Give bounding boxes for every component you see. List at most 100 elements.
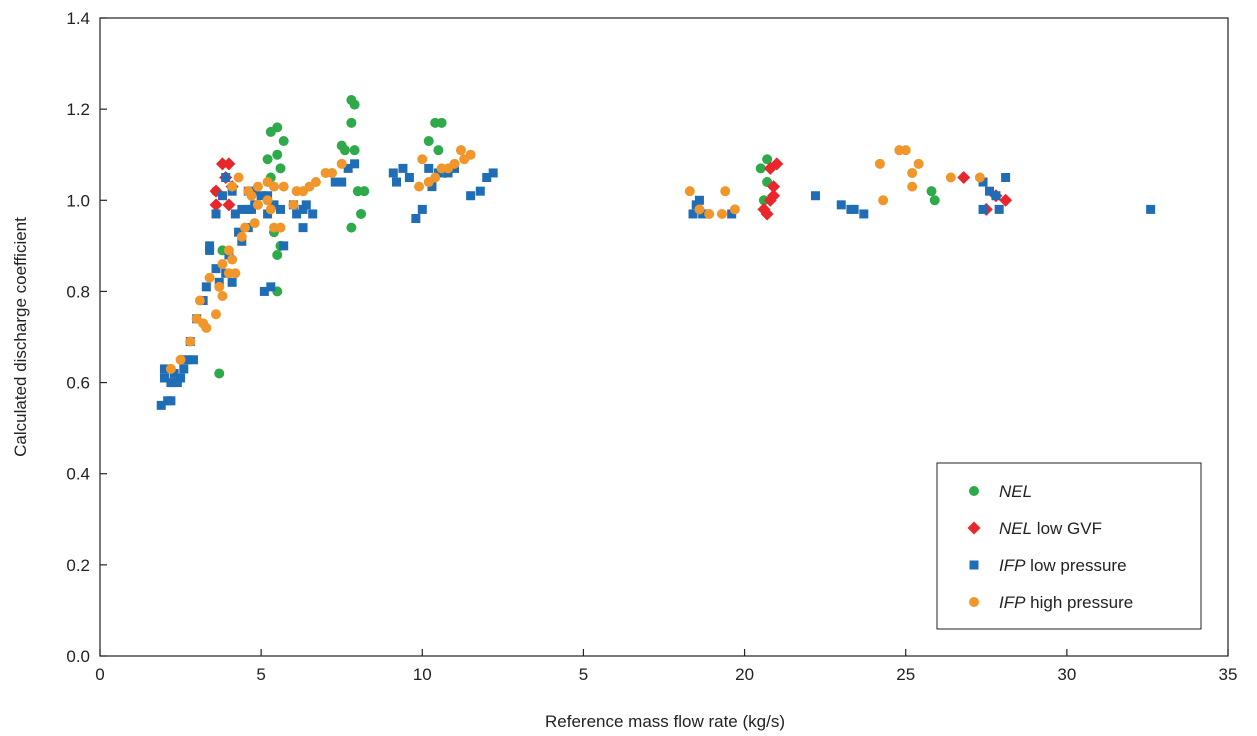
data-point xyxy=(760,207,774,221)
data-point xyxy=(417,204,427,214)
data-point xyxy=(269,222,280,233)
y-tick-label: 0.2 xyxy=(66,556,90,575)
x-tick-label: 5 xyxy=(256,665,265,684)
data-point xyxy=(308,209,318,219)
legend-box xyxy=(936,462,1202,630)
data-point xyxy=(194,295,205,306)
series-4-points xyxy=(165,145,985,374)
data-point xyxy=(455,145,466,156)
data-point xyxy=(211,309,222,320)
x-tick-label: 30 xyxy=(1057,665,1076,684)
data-point xyxy=(227,277,237,287)
x-tick-label: 10 xyxy=(413,665,432,684)
data-point xyxy=(259,286,269,296)
data-point xyxy=(292,209,302,219)
data-point xyxy=(349,99,360,110)
data-point xyxy=(234,227,244,237)
data-point xyxy=(179,364,189,374)
data-point xyxy=(430,172,441,183)
data-point xyxy=(214,281,225,292)
data-point xyxy=(488,168,498,178)
data-point xyxy=(230,209,240,219)
x-tick-label: 5 xyxy=(579,665,588,684)
data-point xyxy=(414,181,425,192)
data-point xyxy=(926,186,937,197)
y-tick-label: 1.4 xyxy=(66,9,90,28)
data-point xyxy=(172,378,182,388)
y-tick-label: 0.0 xyxy=(66,647,90,666)
data-point xyxy=(957,171,971,184)
data-point xyxy=(717,208,728,219)
data-point xyxy=(159,373,169,383)
data-point xyxy=(201,322,212,333)
data-point xyxy=(262,177,273,188)
legend-label: IFP high pressure xyxy=(999,593,1133,612)
data-point xyxy=(222,198,236,212)
data-point xyxy=(349,145,360,156)
data-point xyxy=(859,209,869,219)
data-point xyxy=(223,245,234,256)
data-point xyxy=(243,204,253,214)
data-point xyxy=(424,163,434,173)
data-point xyxy=(475,186,485,196)
data-point xyxy=(265,204,276,215)
data-point xyxy=(978,177,988,187)
legend-marker xyxy=(969,597,979,607)
data-point xyxy=(217,191,227,201)
data-point xyxy=(222,157,236,171)
data-point xyxy=(166,378,176,388)
legend-label-italic-part: NEL xyxy=(999,482,1032,501)
y-tick-label: 0.4 xyxy=(66,465,90,484)
data-point xyxy=(694,204,705,215)
y-tick-label: 1.0 xyxy=(66,191,90,210)
data-point xyxy=(217,259,228,270)
data-point xyxy=(214,368,225,379)
data-point xyxy=(182,355,192,365)
data-point xyxy=(159,364,169,374)
data-point xyxy=(275,163,286,174)
data-point xyxy=(237,204,247,214)
data-point xyxy=(156,400,166,410)
data-point xyxy=(417,154,428,165)
legend-marker xyxy=(969,486,979,496)
data-point xyxy=(209,198,223,212)
data-point xyxy=(763,161,777,175)
data-point xyxy=(1001,173,1011,182)
data-point xyxy=(327,167,338,178)
data-point xyxy=(466,191,476,201)
data-point xyxy=(201,282,211,292)
data-point xyxy=(729,204,740,215)
legend-label-rest-part: low pressure xyxy=(1025,556,1126,575)
data-point xyxy=(205,241,215,251)
data-point xyxy=(698,209,708,219)
series-1-points xyxy=(211,95,940,379)
data-point xyxy=(262,195,273,206)
x-tick-label: 20 xyxy=(735,665,754,684)
data-point xyxy=(994,204,1004,214)
data-point xyxy=(978,204,988,214)
data-point xyxy=(169,368,179,378)
data-point xyxy=(165,363,176,374)
data-point xyxy=(188,355,198,365)
legend-label-italic-part: IFP xyxy=(999,556,1026,575)
legend-marker xyxy=(969,560,979,570)
data-point xyxy=(404,173,414,182)
data-point xyxy=(227,254,238,265)
data-point xyxy=(433,145,444,156)
data-point xyxy=(704,208,715,219)
data-point xyxy=(211,264,221,274)
data-point xyxy=(246,190,257,201)
data-point xyxy=(350,159,360,169)
data-point xyxy=(265,126,276,137)
series-3-points xyxy=(156,159,1156,410)
data-point xyxy=(727,209,737,219)
series-2-points xyxy=(209,157,1013,221)
data-point xyxy=(240,222,251,233)
legend-marker xyxy=(967,521,981,535)
data-point xyxy=(755,163,766,174)
legend-label-rest-part: high pressure xyxy=(1025,593,1133,612)
data-point xyxy=(688,209,698,219)
x-tick-label: 35 xyxy=(1219,665,1238,684)
data-point xyxy=(211,209,221,219)
data-point xyxy=(301,200,311,210)
